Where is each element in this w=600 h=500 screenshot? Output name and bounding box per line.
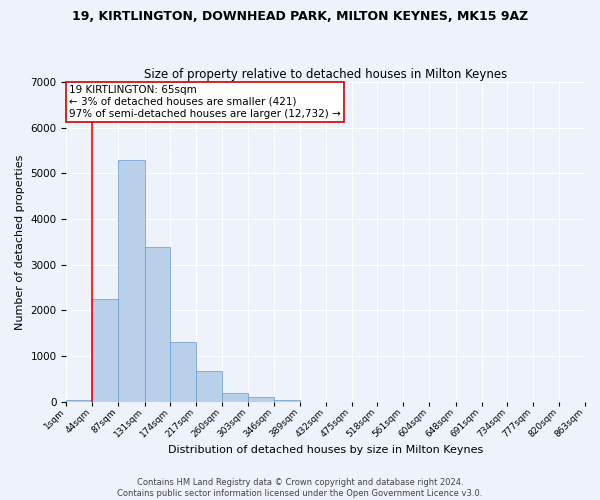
Bar [92, 299, 118, 402]
X-axis label: Distribution of detached houses by size in Milton Keynes: Distribution of detached houses by size … [168, 445, 484, 455]
Bar [118, 160, 145, 402]
Title: Size of property relative to detached houses in Milton Keynes: Size of property relative to detached ho… [144, 68, 508, 81]
Text: 19 KIRTLINGTON: 65sqm
← 3% of detached houses are smaller (421)
97% of semi-deta: 19 KIRTLINGTON: 65sqm ← 3% of detached h… [69, 86, 341, 118]
Text: Contains HM Land Registry data © Crown copyright and database right 2024.
Contai: Contains HM Land Registry data © Crown c… [118, 478, 482, 498]
Bar [248, 397, 274, 402]
Y-axis label: Number of detached properties: Number of detached properties [15, 154, 25, 330]
Bar [222, 392, 248, 402]
Bar [170, 342, 196, 402]
Text: 19, KIRTLINGTON, DOWNHEAD PARK, MILTON KEYNES, MK15 9AZ: 19, KIRTLINGTON, DOWNHEAD PARK, MILTON K… [72, 10, 528, 23]
Bar [274, 400, 300, 402]
Bar [67, 400, 92, 402]
Bar [196, 371, 222, 402]
Bar [145, 246, 170, 402]
